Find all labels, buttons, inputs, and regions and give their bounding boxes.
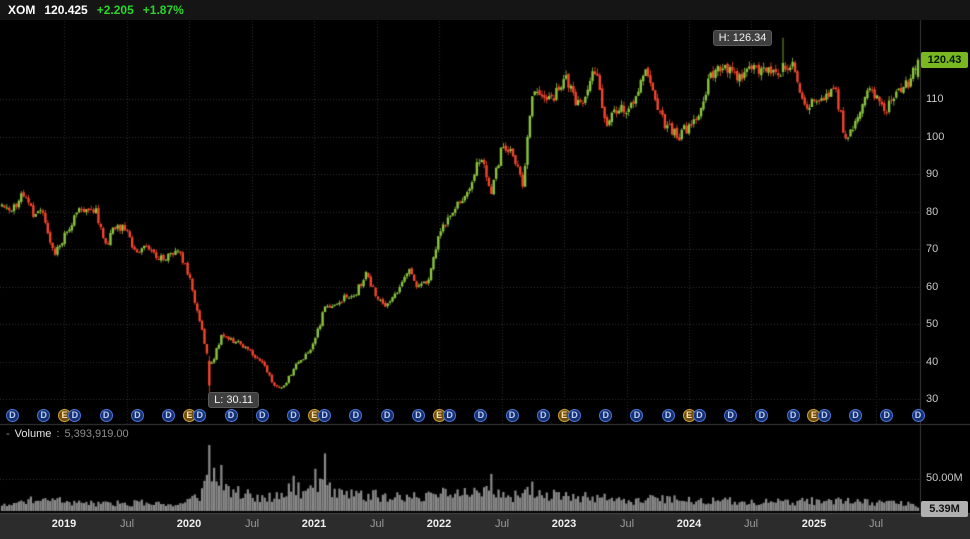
dividend-marker[interactable]: D (630, 409, 644, 422)
dividend-marker[interactable]: D (130, 409, 144, 422)
low-annotation-badge: L: 30.11 (208, 391, 260, 408)
price-axis-tick-label: 40 (926, 355, 939, 368)
time-axis-label-jul: Jul (619, 518, 635, 530)
last-price-label: 120.425 (44, 3, 88, 17)
high-annotation-badge: H: 126.34 (712, 29, 773, 46)
volume-label: Volume (14, 428, 52, 440)
price-change-label: +2.205 (96, 3, 134, 17)
dividend-marker[interactable]: D (349, 409, 363, 422)
price-axis-tick-label: 100 (926, 130, 945, 143)
dividend-marker[interactable]: D (599, 409, 613, 422)
price-change-percent-label: +1.87% (142, 3, 184, 17)
dividend-marker[interactable]: D (443, 409, 457, 422)
time-axis-label-jul: Jul (244, 518, 260, 530)
volume-value: 5,393,919.00 (64, 428, 129, 440)
time-axis-label-2023: 2023 (551, 518, 577, 530)
dividend-marker[interactable]: D (536, 409, 550, 422)
price-axis-tick-label: 90 (926, 168, 939, 180)
price-axis-tick-label: 60 (926, 280, 939, 293)
earnings-marker[interactable]: E (682, 409, 696, 422)
time-axis-label-jul: Jul (868, 518, 884, 530)
price-axis-tick-label: 70 (926, 243, 939, 255)
time-axis-label-jul: Jul (369, 518, 385, 530)
dividend-marker[interactable]: D (68, 409, 82, 422)
dividend-marker[interactable]: D (661, 409, 675, 422)
earnings-marker[interactable]: E (57, 409, 71, 422)
time-axis-label-2019: 2019 (51, 518, 77, 530)
dividend-marker[interactable]: D (505, 409, 519, 422)
dividend-marker[interactable]: D (286, 409, 300, 422)
dividend-marker[interactable]: D (755, 409, 769, 422)
dividend-marker[interactable]: D (99, 409, 113, 422)
dividend-marker[interactable]: D (224, 409, 238, 422)
dividend-marker[interactable]: D (162, 409, 176, 422)
dividend-marker[interactable]: D (318, 409, 332, 422)
dividend-marker[interactable]: D (474, 409, 488, 422)
collapse-volume-button[interactable]: - (6, 428, 10, 440)
dividend-marker[interactable]: D (255, 409, 269, 422)
dividend-marker[interactable]: D (568, 409, 581, 422)
time-axis-label-jul: Jul (494, 518, 510, 530)
dividend-marker[interactable]: D (849, 409, 863, 422)
dividend-marker[interactable]: D (193, 409, 207, 422)
time-axis-label-jul: Jul (743, 518, 759, 530)
symbol-label: XOM (8, 3, 36, 17)
dividend-marker[interactable]: D (411, 409, 425, 422)
time-axis-label-2021: 2021 (301, 518, 327, 530)
dividend-marker[interactable]: D (5, 409, 19, 422)
price-axis-tick-label: 50 (926, 318, 939, 330)
chart-header: XOM 120.425 +2.205 +1.87% (0, 0, 970, 20)
time-axis-label-2022: 2022 (426, 518, 452, 530)
price-axis-tick-label: 30 (926, 393, 939, 405)
time-axis-label-2020: 2020 (176, 518, 202, 530)
volume-pane-header: - Volume : 5,393,919.00 (6, 428, 129, 440)
dividend-marker[interactable]: D (911, 409, 925, 422)
dividend-marker[interactable]: D (817, 409, 831, 422)
price-axis-tick-label: 110 (926, 93, 944, 105)
price-axis-tick-label: 80 (926, 205, 939, 218)
dividend-marker[interactable]: D (380, 409, 394, 422)
dividend-marker[interactable]: D (880, 409, 894, 422)
time-axis-label-2024: 2024 (676, 518, 702, 530)
time-axis-label-2025: 2025 (801, 518, 827, 530)
volume-separator: : (56, 428, 60, 440)
dividend-marker[interactable]: D (37, 409, 51, 422)
earnings-marker[interactable]: E (807, 409, 821, 422)
dividend-marker[interactable]: D (692, 409, 706, 422)
volume-axis-tick-label: 50.00M (926, 472, 963, 484)
dividend-marker[interactable]: D (786, 409, 800, 422)
last-price-badge: 120.43 (921, 51, 968, 68)
time-axis-label-jul: Jul (119, 518, 135, 530)
volume-value-badge: 5.39M (921, 500, 968, 517)
dividend-marker[interactable]: D (724, 409, 738, 422)
